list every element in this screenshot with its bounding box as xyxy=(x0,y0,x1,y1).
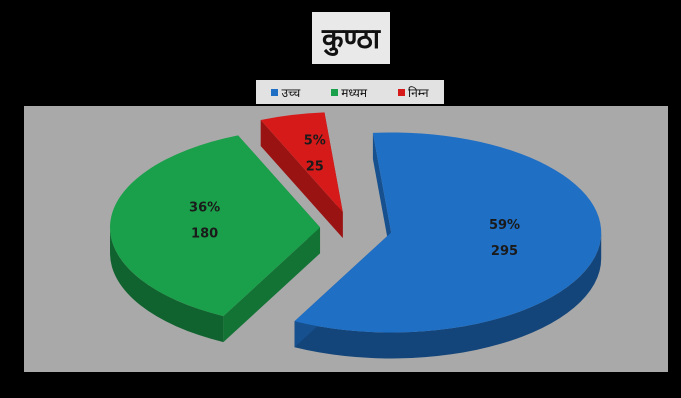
pie-slice-2 xyxy=(260,112,343,212)
legend-item-1: मध्यम xyxy=(331,84,367,101)
legend-label-0: उच्च xyxy=(281,85,301,100)
legend-item-0: उच्च xyxy=(271,84,300,101)
pie-slice-0 xyxy=(294,132,602,333)
legend-swatch-1 xyxy=(331,88,339,96)
pie-slice-wall-1-0 xyxy=(223,227,321,343)
legend-swatch-2 xyxy=(398,88,406,96)
chart-legend: उच्च मध्यम निम्न xyxy=(256,80,444,104)
pie-slice-side-0 xyxy=(294,232,602,359)
pie-slice-wall-0-0 xyxy=(372,132,392,259)
pie-value-label-2: 25 xyxy=(306,160,324,175)
legend-swatch-0 xyxy=(271,88,279,96)
pie-percent-label-1: 36% xyxy=(189,200,220,215)
chart-title-box: कुण्ठा xyxy=(312,12,390,64)
pie-value-label-0: 295 xyxy=(491,244,518,259)
pie-percent-label-0: 59% xyxy=(489,218,520,233)
legend-item-2: निम्न xyxy=(398,84,429,101)
legend-label-2: निम्न xyxy=(408,85,429,100)
pie-percent-label-2: 5% xyxy=(304,134,326,149)
legend-label-1: मध्यम xyxy=(341,85,368,100)
pie-value-label-1: 180 xyxy=(191,226,218,241)
pie-slice-wall-2-0 xyxy=(260,119,343,238)
chart-title: कुण्ठा xyxy=(321,22,381,55)
pie-slice-side-1 xyxy=(110,227,224,343)
pie-slice-1 xyxy=(110,135,321,317)
